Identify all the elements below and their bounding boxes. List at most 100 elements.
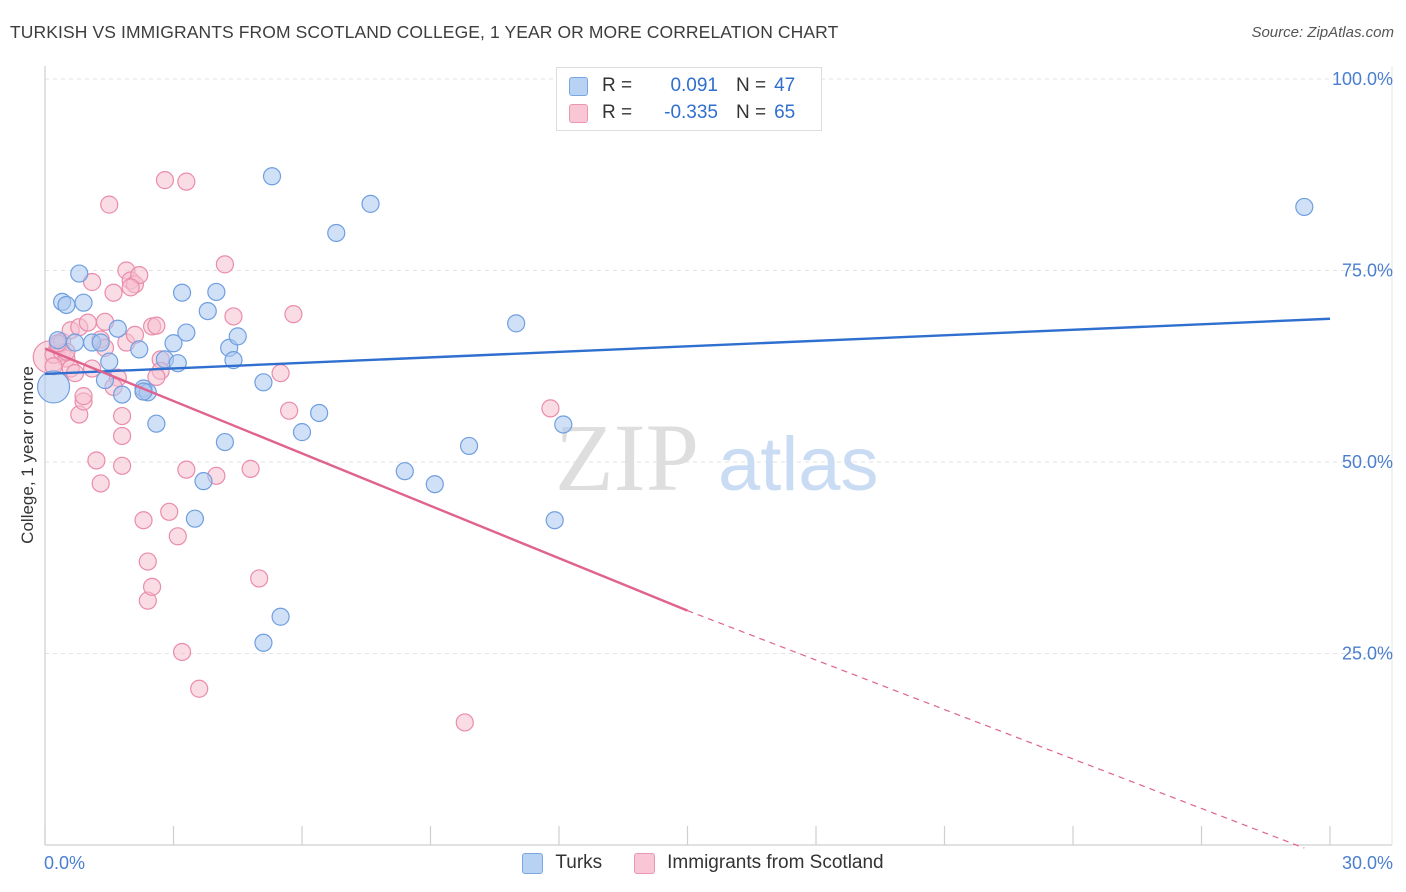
legend-item-turks: Turks <box>522 852 602 874</box>
legend-r-value: -0.335 <box>664 102 718 123</box>
y-tick-label: 100.0% <box>1332 69 1393 89</box>
data-point <box>254 373 273 392</box>
legend-n-label: N = <box>736 102 767 123</box>
axes <box>44 66 1393 846</box>
data-point <box>455 713 474 732</box>
data-point <box>91 474 110 493</box>
trend-line-scotland-extension <box>687 610 1305 849</box>
data-point <box>112 385 132 404</box>
data-point <box>228 327 247 346</box>
data-point <box>142 577 162 596</box>
legend-swatch-turks <box>569 76 588 96</box>
data-point <box>254 633 273 652</box>
y-tick-label: 75.0% <box>1342 261 1393 281</box>
legend-r-label: R = <box>602 75 633 96</box>
data-point <box>57 295 76 315</box>
data-point <box>215 255 234 274</box>
data-point <box>87 451 106 470</box>
data-point <box>100 195 119 214</box>
data-point <box>224 351 243 370</box>
data-point <box>36 370 71 404</box>
data-point <box>177 323 196 342</box>
data-point <box>104 283 123 302</box>
legend-label-scotland: Immigrants from Scotland <box>667 852 884 873</box>
data-point <box>147 316 166 335</box>
correlation-legend: R = 0.091 N = 47 R = -0.335 N = 65 <box>556 67 822 131</box>
data-point <box>112 406 132 426</box>
series-scotland-points <box>32 171 560 732</box>
legend-r-value: 0.091 <box>670 75 718 96</box>
legend-n-label: N = <box>736 75 767 96</box>
legend-r-label: R = <box>602 102 633 123</box>
data-point <box>83 272 102 292</box>
data-point <box>545 511 564 530</box>
data-point <box>284 305 303 324</box>
watermark-atlas: atlas <box>718 422 879 507</box>
data-point <box>194 472 213 491</box>
data-point <box>361 194 380 213</box>
x-tick-label: 30.0% <box>1342 853 1393 873</box>
source-credit: Source: ZipAtlas.com <box>1251 24 1394 41</box>
legend-n-value: 47 <box>774 75 796 96</box>
data-point <box>327 223 346 243</box>
data-point <box>134 511 153 530</box>
data-point <box>1295 197 1314 217</box>
data-point <box>207 282 226 302</box>
data-point <box>112 456 132 475</box>
legend-label-turks: Turks <box>555 852 603 873</box>
data-point <box>541 399 560 418</box>
data-point <box>280 401 299 420</box>
data-point <box>395 462 414 481</box>
data-point <box>121 278 140 297</box>
data-point <box>172 283 192 302</box>
data-point <box>65 333 85 352</box>
data-point <box>198 301 217 321</box>
data-point <box>164 334 183 353</box>
data-point <box>48 331 67 350</box>
data-point <box>459 436 479 456</box>
data-point <box>138 552 157 571</box>
data-point <box>241 459 260 478</box>
x-tick-label: 0.0% <box>44 853 85 873</box>
data-point <box>108 319 127 338</box>
data-point <box>172 642 192 662</box>
data-point <box>292 423 312 442</box>
data-point <box>224 307 243 326</box>
legend-swatch-scotland <box>569 103 588 123</box>
legend-swatch-turks <box>522 852 544 874</box>
series-legend: Turks Immigrants from Scotland <box>0 852 1406 874</box>
data-point <box>160 502 179 521</box>
data-point <box>177 172 196 191</box>
data-point <box>147 414 166 433</box>
watermark-zip: ZIP <box>555 404 699 511</box>
data-point <box>190 679 209 698</box>
data-point <box>100 352 119 371</box>
trend-lines <box>44 317 1331 849</box>
data-point <box>250 569 269 588</box>
legend-row-scotland: R = -0.335 N = 65 <box>569 101 795 125</box>
data-point <box>215 432 234 452</box>
data-point <box>554 415 573 434</box>
data-point <box>74 293 93 312</box>
data-point <box>91 333 110 352</box>
data-point <box>185 509 205 528</box>
data-point <box>130 340 149 359</box>
watermark: ZIP atlas <box>555 404 879 511</box>
data-point <box>78 313 97 332</box>
legend-row-turks: R = 0.091 N = 47 <box>569 74 795 98</box>
data-point <box>425 475 444 494</box>
data-point <box>507 314 526 333</box>
data-point <box>155 171 175 190</box>
data-point <box>74 387 93 406</box>
data-point <box>168 527 187 546</box>
series-turks-points <box>36 108 1314 652</box>
data-point <box>262 167 282 186</box>
trend-line-scotland <box>44 347 688 612</box>
data-point <box>271 607 290 626</box>
y-tick-label: 50.0% <box>1342 452 1393 472</box>
data-point <box>177 460 196 479</box>
data-point <box>70 264 89 283</box>
legend-n-value: 65 <box>774 102 796 123</box>
y-tick-label: 25.0% <box>1342 644 1393 664</box>
